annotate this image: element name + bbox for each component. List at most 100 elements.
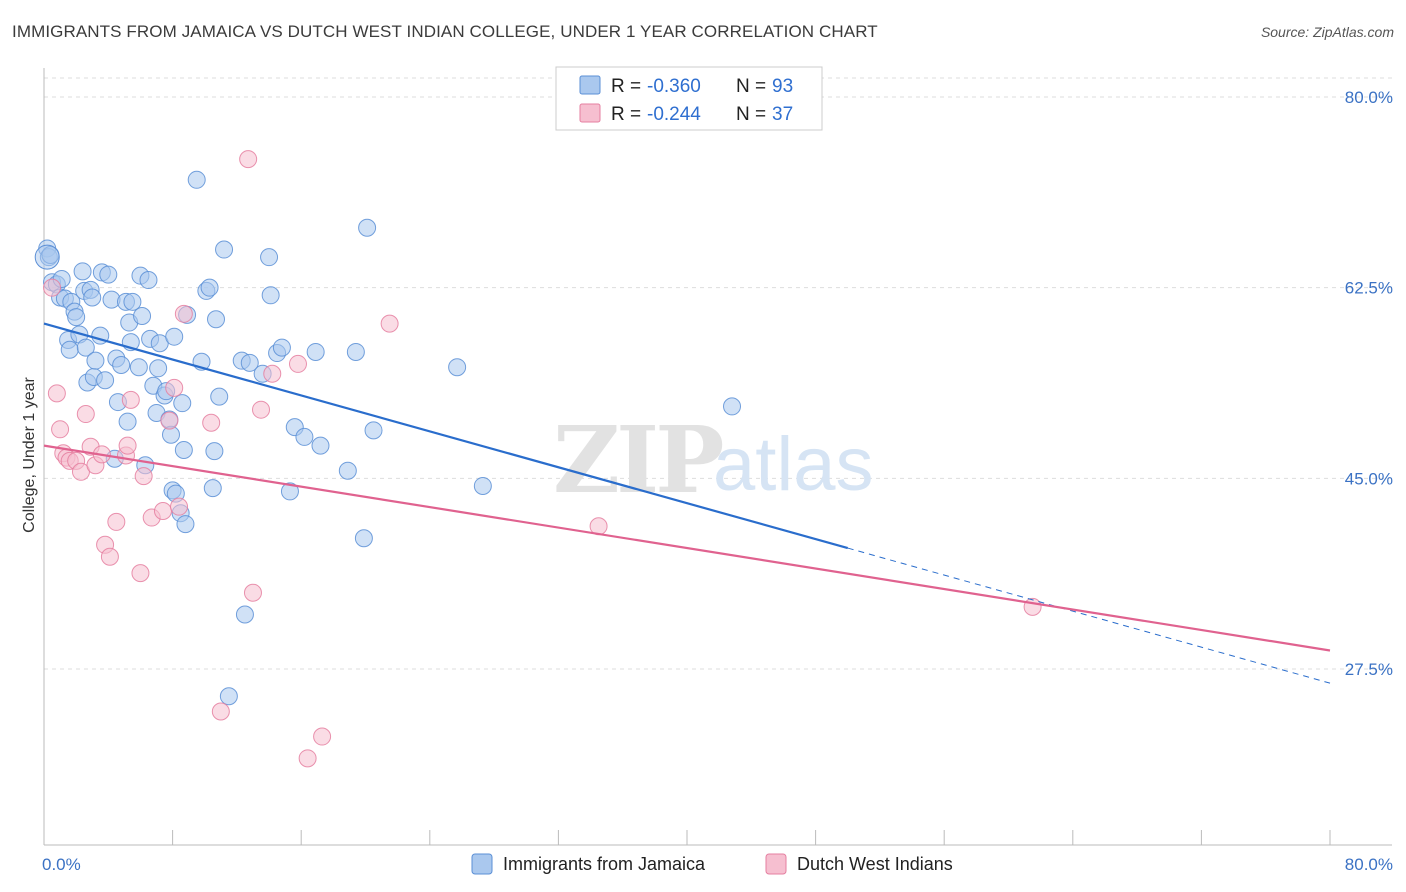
data-point-0-87 (473, 476, 492, 495)
data-point-0-44 (149, 359, 168, 378)
data-point-0-61 (200, 278, 219, 297)
data-point-1-2 (51, 420, 70, 439)
data-point-0-58 (187, 170, 206, 189)
data-point-0-83 (354, 529, 373, 548)
data-point-0-76 (280, 482, 299, 501)
legend-r-label-1: R = (611, 76, 641, 97)
data-point-0-79 (306, 342, 325, 361)
trend-line-1 (43, 444, 1331, 652)
data-point-0-73 (261, 286, 280, 305)
data-point-1-25 (174, 304, 193, 323)
trend-line-extension-0 (847, 547, 1331, 684)
data-point-0-51 (165, 327, 184, 346)
data-point-0-36 (129, 358, 148, 377)
data-point-0-21 (86, 351, 105, 370)
legend-r-label-2: R = (611, 104, 641, 125)
data-point-1-1 (47, 384, 66, 403)
cluster-point-1 (34, 244, 60, 270)
data-point-1-28 (239, 150, 258, 169)
source-credit: Source: ZipAtlas.com (1260, 24, 1394, 40)
data-point-1-32 (288, 354, 307, 373)
data-point-1-27 (211, 702, 230, 721)
data-point-0-25 (99, 265, 118, 284)
cluster-points (34, 244, 60, 270)
data-point-1-22 (160, 411, 179, 430)
stats-legend: R = -0.360 N = 93 R = -0.244 N = 37 (555, 66, 823, 131)
legend-swatch-blue (579, 75, 601, 95)
y-tick-label-3: 27.5% (1345, 660, 1393, 679)
legend-r-value-2: -0.244 (647, 104, 701, 125)
data-point-0-65 (210, 387, 229, 406)
data-point-0-38 (133, 306, 152, 325)
data-point-0-14 (73, 262, 92, 281)
data-point-0-35 (123, 292, 142, 311)
data-point-1-16 (118, 436, 137, 455)
data-point-0-64 (207, 310, 226, 329)
data-point-0-84 (358, 218, 377, 237)
trend-lines (43, 322, 1331, 684)
legend-swatch-pink (579, 103, 601, 123)
legend-r-value-1: -0.360 (647, 76, 701, 97)
data-point-0-81 (338, 461, 357, 480)
data-point-0-80 (311, 436, 330, 455)
y-axis-label: College, Under 1 year (21, 377, 38, 533)
data-point-0-24 (96, 371, 115, 390)
data-point-1-13 (100, 547, 119, 566)
chart-title: IMMIGRANTS FROM JAMAICA VS DUTCH WEST IN… (12, 22, 878, 41)
axes (43, 68, 1392, 846)
legend-n-label-1: N = (736, 76, 766, 97)
data-point-1-26 (202, 413, 221, 432)
data-point-0-72 (260, 248, 279, 267)
data-point-0-40 (139, 271, 158, 290)
data-point-1-14 (107, 512, 126, 531)
data-point-0-67 (219, 687, 238, 706)
data-point-1-37 (1023, 597, 1042, 616)
series-legend-label-dutch: Dutch West Indians (797, 854, 953, 874)
data-point-1-24 (170, 497, 189, 516)
data-point-0-78 (295, 427, 314, 446)
series-legend-swatch-jamaica (471, 853, 493, 875)
series-legend: Immigrants from Jamaica Dutch West India… (471, 853, 953, 875)
data-point-0-75 (272, 338, 291, 357)
x-tick-labels: 0.0% 80.0% (42, 855, 1393, 874)
data-point-0-19 (83, 288, 102, 307)
data-point-0-30 (112, 356, 131, 375)
data-point-0-12 (67, 308, 86, 327)
data-point-0-55 (174, 441, 193, 460)
legend-n-value-2: 37 (772, 104, 793, 125)
y-tick-labels: 80.0% 62.5% 45.0% 27.5% (1345, 88, 1393, 679)
watermark-atlas: atlas (713, 422, 874, 507)
data-point-1-0 (43, 278, 62, 297)
x-tick-label-1: 80.0% (1345, 855, 1393, 874)
legend-n-value-1: 93 (772, 76, 793, 97)
data-point-1-18 (131, 564, 150, 583)
data-point-0-88 (723, 397, 742, 416)
data-point-0-85 (364, 421, 383, 440)
data-point-1-35 (380, 314, 399, 333)
data-point-0-32 (118, 412, 137, 431)
data-point-0-69 (235, 605, 254, 624)
data-point-1-21 (153, 502, 172, 521)
data-point-0-56 (176, 515, 195, 534)
series-legend-swatch-dutch (765, 853, 787, 875)
data-point-1-33 (298, 749, 317, 768)
series-legend-label-jamaica: Immigrants from Jamaica (503, 854, 706, 874)
x-tick-label-0: 0.0% (42, 855, 81, 874)
data-point-1-31 (263, 364, 282, 383)
data-point-0-70 (240, 353, 259, 372)
data-point-1-29 (243, 583, 262, 602)
y-tick-label-0: 80.0% (1345, 88, 1393, 107)
data-point-1-34 (313, 727, 332, 746)
watermark: ZIP atlas (553, 406, 874, 514)
data-point-1-23 (165, 378, 184, 397)
trend-line-0 (43, 322, 849, 550)
data-points (34, 150, 1042, 768)
data-point-1-17 (121, 390, 140, 409)
data-point-0-86 (448, 358, 467, 377)
y-tick-label-1: 62.5% (1345, 279, 1393, 298)
data-point-1-8 (76, 405, 95, 424)
data-point-0-66 (215, 240, 234, 259)
legend-n-label-2: N = (736, 104, 766, 125)
data-point-1-30 (252, 400, 271, 419)
